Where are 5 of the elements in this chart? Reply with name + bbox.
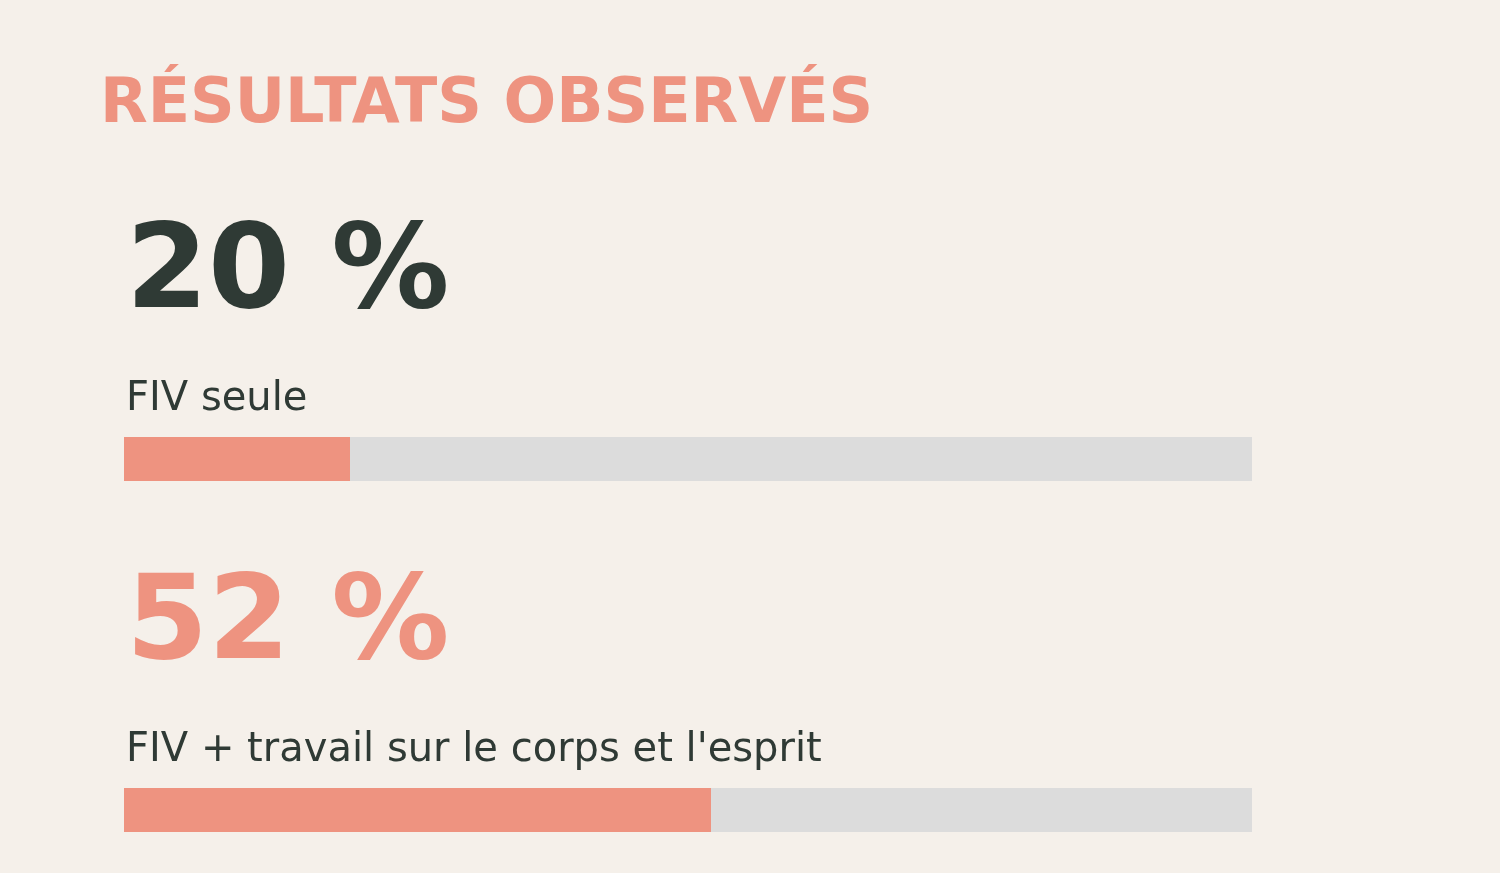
y-tick-label: FIV + travail sur le corps et l'esprit: [126, 724, 822, 770]
data-label: 20 %: [126, 197, 450, 335]
chart-title: RÉSULTATS OBSERVÉS: [100, 63, 874, 137]
y-tick-label: FIV seule: [126, 373, 308, 419]
data-label: 52 %: [126, 548, 450, 686]
